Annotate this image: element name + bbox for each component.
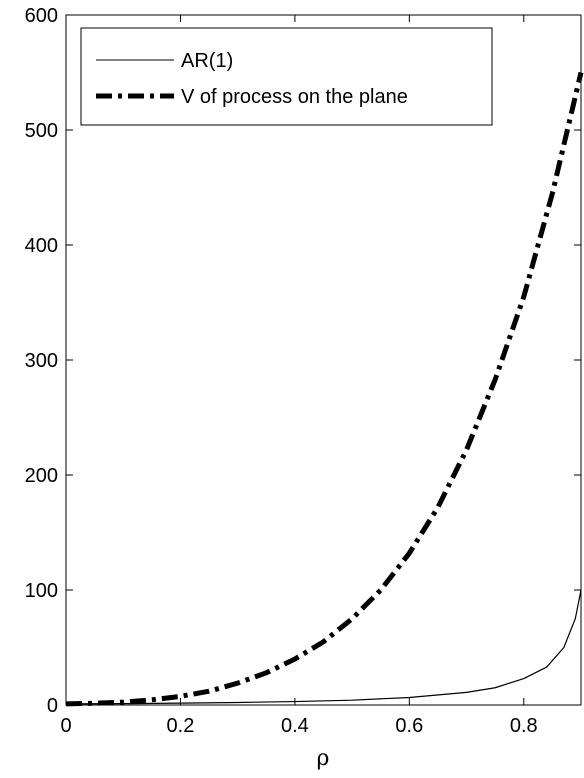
x-tick-label: 0.2	[167, 715, 195, 737]
x-tick-label: 0	[60, 715, 71, 737]
legend-label-ar1: AR(1)	[181, 50, 233, 72]
y-tick-label: 200	[25, 465, 58, 487]
y-tick-label: 300	[25, 350, 58, 372]
series-line-v-process	[65, 71, 584, 707]
x-tick-label: 0.6	[395, 715, 423, 737]
y-tick-label: 400	[25, 235, 58, 257]
y-tick-label: 600	[25, 5, 58, 27]
series-layer	[65, 71, 584, 707]
series-line-ar1	[65, 589, 582, 705]
y-tick-label: 500	[25, 120, 58, 142]
plot-area	[66, 15, 581, 705]
x-axis-label: ρ	[317, 746, 330, 771]
y-tick-label: 0	[47, 695, 58, 717]
x-tick-label: 0.8	[510, 715, 538, 737]
legend-box	[80, 27, 493, 126]
ticks-layer: 0 0.2 0.4 0.6 0.8 0 100 200 300 400 500 600	[25, 5, 581, 737]
legend: AR(1) V of process on the plane	[80, 27, 493, 126]
x-tick-label: 0.4	[281, 715, 309, 737]
legend-label-v-process: V of process on the plane	[181, 86, 408, 108]
y-tick-label: 100	[25, 580, 58, 602]
